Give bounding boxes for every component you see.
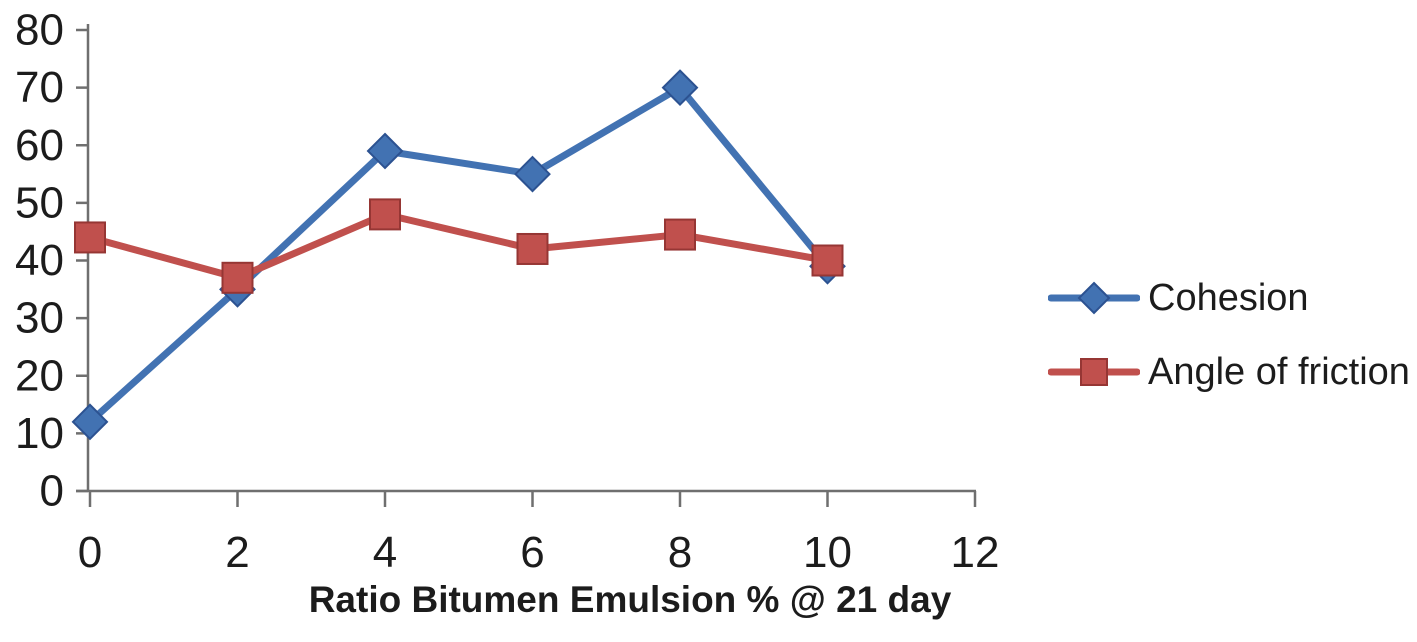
svg-text:30: 30 [15,294,64,343]
svg-text:40: 40 [15,236,64,285]
svg-text:80: 80 [15,6,64,55]
legend-item-cohesion: Cohesion [1048,276,1410,320]
legend-label-angle-of-friction: Angle of friction [1148,350,1410,393]
svg-text:50: 50 [15,178,64,227]
svg-text:60: 60 [15,121,64,170]
svg-text:10: 10 [15,409,64,458]
svg-text:20: 20 [15,351,64,400]
legend-item-angle-of-friction: Angle of friction [1048,350,1410,394]
svg-text:10: 10 [803,528,852,577]
x-axis-title: Ratio Bitumen Emulsion % @ 21 day [308,579,952,620]
cohesion-line-marker-icon [1048,281,1140,315]
angle-of-friction-line-marker-icon [1048,358,1140,386]
svg-text:6: 6 [520,528,544,577]
svg-text:8: 8 [668,528,692,577]
legend: Cohesion Angle of friction [1048,276,1410,394]
svg-text:0: 0 [78,528,102,577]
svg-text:4: 4 [373,528,397,577]
svg-text:70: 70 [15,63,64,112]
svg-text:0: 0 [40,467,64,516]
svg-text:12: 12 [951,528,1000,577]
svg-text:2: 2 [225,528,249,577]
legend-label-cohesion: Cohesion [1148,276,1309,319]
